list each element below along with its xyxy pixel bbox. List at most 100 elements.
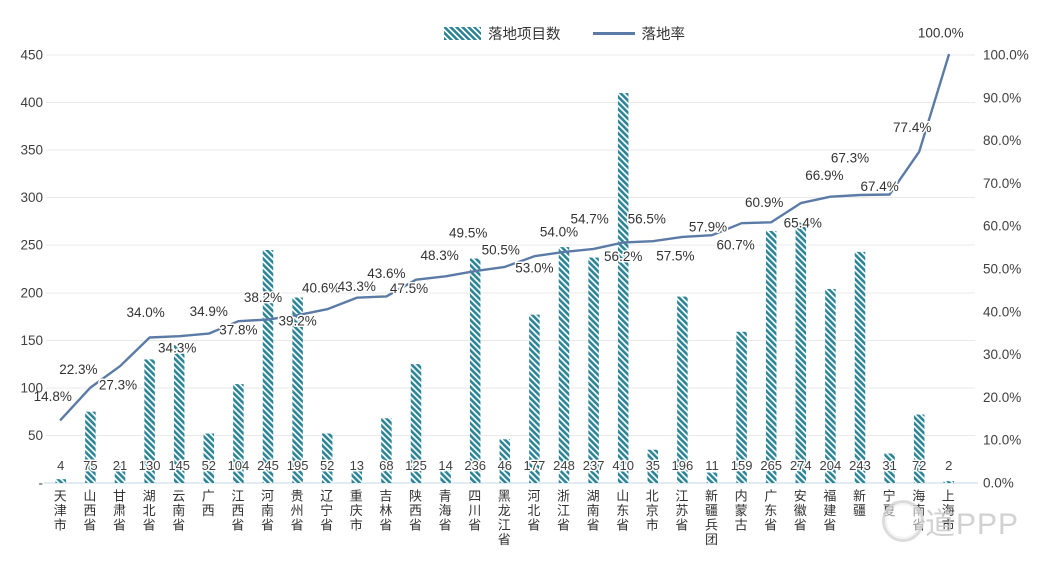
bar — [321, 433, 333, 483]
bar — [262, 249, 274, 483]
legend-item-line: 落地率 — [592, 23, 686, 44]
bar — [588, 257, 599, 483]
right-axis-tick: 0.0% — [983, 476, 1014, 491]
bar — [203, 433, 215, 483]
bar-value-label: 130 — [139, 458, 161, 473]
bar — [55, 479, 67, 483]
right-axis-tick: 90.0% — [983, 90, 1021, 105]
right-axis-tick: 60.0% — [983, 219, 1021, 234]
rate-line — [59, 53, 950, 421]
rate-point-label: 54.7% — [570, 211, 608, 226]
x-axis-label: 安徽省 — [791, 489, 807, 533]
bar — [144, 359, 155, 483]
rate-point-label: 34.0% — [126, 305, 164, 320]
left-axis: - 50 100 150 200 250 300 350 400 450 — [20, 48, 43, 491]
rate-point-label: 14.8% — [34, 389, 72, 404]
bar — [765, 230, 777, 483]
bar-value-label: 72 — [912, 458, 926, 473]
x-axis-label: 海南省 — [910, 489, 926, 533]
bar-value-label: 204 — [820, 458, 842, 473]
bar — [677, 296, 688, 483]
rate-point-label: 66.9% — [805, 168, 843, 183]
right-axis-tick: 100.0% — [983, 48, 1029, 63]
bar-value-label: 35 — [646, 458, 660, 473]
bar — [617, 93, 629, 484]
x-axis-label: 江苏省 — [673, 489, 689, 533]
rate-point-label: 57.9% — [689, 220, 727, 235]
legend-line-label: 落地率 — [641, 27, 686, 43]
left-axis-tick: 400 — [20, 95, 43, 110]
bar-value-label: 68 — [379, 458, 393, 473]
x-axis-label: 广西 — [199, 489, 215, 518]
rate-point-label: 60.9% — [745, 195, 783, 210]
rate-point-label: 40.6% — [302, 281, 340, 296]
bar — [943, 481, 955, 483]
bar-value-label: 125 — [405, 458, 427, 473]
x-axis-label: 重庆市 — [347, 489, 363, 533]
left-axis-tick: 250 — [20, 238, 43, 253]
rate-point-label: 57.5% — [656, 248, 694, 263]
bar-value-label: 52 — [202, 458, 216, 473]
bar-value-label: 265 — [760, 458, 782, 473]
x-axis-label: 吉林省 — [377, 489, 393, 533]
right-axis-tick: 80.0% — [983, 133, 1021, 148]
bar-value-label: 104 — [228, 458, 250, 473]
bar-value-label: 236 — [464, 458, 486, 473]
x-axis-label: 山东省 — [614, 489, 630, 533]
bar-value-labels: 4 75 21 130 145 52 104 245 195 52 13 68 125 14 236 46 17… — [56, 457, 954, 475]
rate-point-label: 54.0% — [540, 224, 578, 239]
bar-value-label: 2 — [945, 458, 952, 473]
bar — [825, 288, 836, 483]
rate-point-label: 60.7% — [716, 238, 754, 253]
left-axis-tick: 450 — [20, 48, 43, 63]
rate-point-label: 65.4% — [784, 216, 822, 231]
bar-value-label: 52 — [320, 458, 334, 473]
bar — [647, 449, 659, 483]
x-axis-label: 新疆兵团 — [703, 489, 718, 547]
legend-item-bars: 落地项目数 — [444, 23, 561, 44]
left-axis-tick: 100 — [20, 380, 43, 395]
rate-point-label: 67.3% — [831, 150, 869, 165]
x-axis-label: 新疆 — [851, 489, 866, 518]
x-axis-label: 陕西省 — [407, 489, 422, 533]
right-axis-tick: 50.0% — [983, 262, 1021, 277]
x-axis-label: 山西省 — [81, 489, 97, 533]
x-axis-label: 江西省 — [229, 489, 245, 533]
right-axis-tick: 30.0% — [983, 347, 1021, 362]
x-axis-label: 贵州省 — [288, 489, 304, 533]
bar-value-label: 195 — [287, 458, 309, 473]
rate-point-label: 49.5% — [449, 226, 487, 241]
bar-value-label: 14 — [438, 458, 452, 473]
bar-value-label: 46 — [498, 458, 512, 473]
x-axis-label: 青海省 — [436, 489, 452, 533]
x-axis-label: 河南省 — [259, 489, 274, 533]
bar — [440, 469, 451, 483]
bar-value-label: 159 — [731, 458, 753, 473]
bar — [854, 251, 866, 483]
left-axis-tick: - — [39, 476, 44, 491]
line-swatch-icon — [592, 32, 635, 35]
bar-value-label: 248 — [553, 458, 575, 473]
rate-point-label: 56.5% — [628, 212, 666, 227]
bar — [706, 472, 718, 483]
x-axis-label: 甘肃省 — [111, 489, 126, 533]
legend: 落地项目数 落地率 — [444, 23, 685, 44]
rate-point-label: 47.5% — [390, 281, 428, 296]
rate-line-series — [59, 53, 950, 421]
x-axis-label: 天津市 — [51, 489, 67, 533]
rate-point-label: 22.3% — [59, 362, 97, 377]
bar — [114, 463, 126, 483]
x-axis-label: 内蒙古 — [732, 489, 748, 533]
rate-point-label: 50.5% — [482, 242, 520, 257]
bar — [499, 439, 511, 483]
left-axis-tick: 300 — [20, 190, 43, 205]
rate-point-labels: 14.8% 22.3%27.3% 34.0% 34.3% 34.9% 37.8% 38.2%… — [32, 24, 965, 406]
bar — [795, 222, 807, 483]
gridlines — [44, 54, 978, 484]
bar-value-label: 21 — [113, 458, 127, 473]
rate-point-label: 43.6% — [367, 266, 405, 281]
x-axis-label: 福建省 — [821, 489, 837, 533]
x-axis-label: 北京市 — [643, 489, 659, 533]
